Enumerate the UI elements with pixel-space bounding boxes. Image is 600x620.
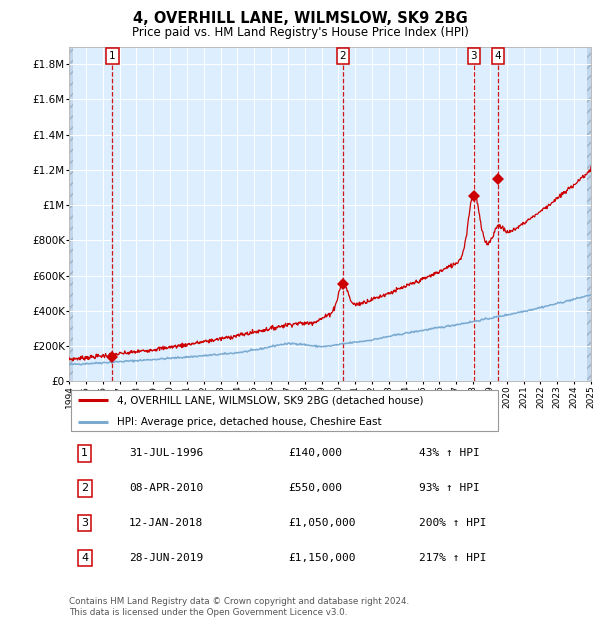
Text: £1,050,000: £1,050,000 — [288, 518, 356, 528]
Text: 08-APR-2010: 08-APR-2010 — [129, 483, 203, 493]
Text: 12-JAN-2018: 12-JAN-2018 — [129, 518, 203, 528]
FancyBboxPatch shape — [71, 390, 498, 431]
Text: 217% ↑ HPI: 217% ↑ HPI — [419, 553, 486, 563]
Text: 1: 1 — [109, 51, 116, 61]
Text: 2: 2 — [81, 483, 88, 493]
Text: Price paid vs. HM Land Registry's House Price Index (HPI): Price paid vs. HM Land Registry's House … — [131, 26, 469, 39]
Text: 43% ↑ HPI: 43% ↑ HPI — [419, 448, 479, 458]
Text: 1: 1 — [81, 448, 88, 458]
Text: £140,000: £140,000 — [288, 448, 342, 458]
Text: 4, OVERHILL LANE, WILMSLOW, SK9 2BG (detached house): 4, OVERHILL LANE, WILMSLOW, SK9 2BG (det… — [116, 395, 423, 405]
Bar — [69, 46, 73, 381]
Text: £550,000: £550,000 — [288, 483, 342, 493]
Text: 93% ↑ HPI: 93% ↑ HPI — [419, 483, 479, 493]
Text: 4: 4 — [495, 51, 502, 61]
Text: 4, OVERHILL LANE, WILMSLOW, SK9 2BG: 4, OVERHILL LANE, WILMSLOW, SK9 2BG — [133, 11, 467, 26]
Text: 2: 2 — [340, 51, 346, 61]
Text: 28-JUN-2019: 28-JUN-2019 — [129, 553, 203, 563]
Text: 4: 4 — [81, 553, 88, 563]
Text: £1,150,000: £1,150,000 — [288, 553, 356, 563]
Bar — [587, 46, 591, 381]
Text: 3: 3 — [470, 51, 477, 61]
Text: 3: 3 — [81, 518, 88, 528]
Text: HPI: Average price, detached house, Cheshire East: HPI: Average price, detached house, Ches… — [116, 417, 381, 427]
Text: 200% ↑ HPI: 200% ↑ HPI — [419, 518, 486, 528]
Text: 31-JUL-1996: 31-JUL-1996 — [129, 448, 203, 458]
Text: Contains HM Land Registry data © Crown copyright and database right 2024.
This d: Contains HM Land Registry data © Crown c… — [69, 598, 409, 617]
